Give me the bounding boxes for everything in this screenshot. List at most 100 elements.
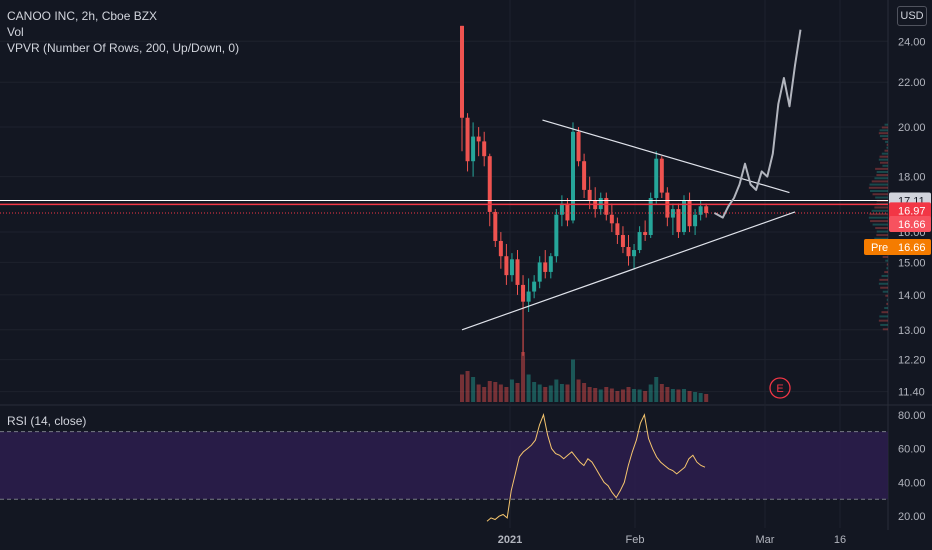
vpvr-bar: [869, 183, 888, 186]
volume-bar: [604, 387, 609, 402]
earnings-marker[interactable]: E: [769, 377, 791, 399]
candle-body: [471, 136, 476, 162]
vpvr-bar: [885, 259, 888, 262]
volume-bar: [515, 383, 520, 402]
volume-bar: [554, 379, 559, 402]
vpvr-bar: [882, 255, 888, 258]
rsi-background: [0, 431, 888, 500]
vpvr-bar: [881, 311, 888, 314]
vpvr-bar: [879, 161, 888, 164]
vpvr-bar: [884, 149, 888, 152]
vpvr-legend[interactable]: VPVR (Number Of Rows, 200, Up/Down, 0): [7, 41, 240, 55]
rsi-axis[interactable]: 80.00 60.00 40.00 20.00: [898, 410, 926, 523]
vpvr-bar: [886, 267, 888, 270]
candle-body: [465, 117, 470, 162]
vpvr-bar: [881, 274, 888, 277]
volume-bar: [665, 387, 670, 402]
vpvr-bar: [876, 234, 888, 237]
projection-path[interactable]: [714, 29, 802, 219]
candle-body: [526, 291, 531, 302]
candle-body: [659, 158, 664, 193]
candle-body: [620, 235, 625, 248]
vpvr-bar: [874, 206, 888, 209]
grid: [0, 0, 932, 530]
vpvr-bar: [875, 227, 888, 230]
candle-body: [571, 131, 575, 221]
volume-bar: [576, 379, 581, 402]
candle-body: [498, 240, 503, 257]
vpvr-bar: [879, 278, 888, 281]
vpvr-bar: [878, 132, 888, 135]
price-tick-label: 18.00: [898, 172, 926, 184]
earnings-label: E: [776, 383, 783, 395]
volume-bar: [659, 384, 664, 402]
candle-body: [615, 223, 620, 236]
volume-bar: [609, 388, 614, 402]
volume-bar: [643, 391, 648, 402]
volume-bar: [704, 394, 709, 402]
candle-body: [698, 206, 703, 215]
time-tick-label: Mar: [756, 534, 775, 546]
vpvr-bar: [882, 164, 888, 167]
trendlines[interactable]: [461, 119, 796, 331]
volume-bar: [526, 374, 531, 402]
vpvr-bar: [870, 220, 888, 223]
candle-body: [626, 247, 631, 257]
volume-bar: [487, 381, 492, 402]
candles[interactable]: [460, 25, 709, 356]
pre-label-text: 16.66: [898, 242, 926, 254]
price-label-text: 16.66: [898, 219, 926, 231]
rsi-tick-label: 80.00: [898, 410, 926, 422]
price-axis[interactable]: 24.0022.0020.0018.0016.0015.0014.0013.00…: [898, 36, 926, 398]
candle-body: [537, 262, 542, 282]
price-lines: [0, 199, 888, 214]
rsi-tick-label: 40.00: [898, 477, 926, 489]
chart-title: CANOO INC, 2h, Cboe BZX: [7, 9, 158, 23]
volume-bar: [593, 388, 598, 402]
price-tick-label: 12.20: [898, 355, 926, 367]
price-tick-label: 13.00: [898, 325, 926, 337]
vpvr-bar: [884, 271, 888, 274]
candle-body: [682, 200, 686, 233]
vpvr-bar: [879, 315, 888, 318]
volume-bar: [626, 387, 631, 402]
vol-legend[interactable]: Vol: [7, 25, 24, 39]
candle-body: [598, 198, 603, 210]
time-axis[interactable]: 2021 Feb Mar 16: [498, 534, 846, 546]
vpvr-bar: [875, 196, 888, 199]
price-label-bg: [889, 216, 931, 233]
candle-body: [687, 200, 692, 227]
vpvr-bar: [871, 180, 888, 183]
candle-body: [543, 262, 548, 272]
vpvr-bar: [878, 319, 888, 322]
vpvr-bar: [879, 155, 888, 158]
vpvr-bar: [882, 328, 888, 331]
price-label-bg: [889, 202, 931, 219]
volume-bar: [582, 383, 587, 402]
candle-body: [565, 203, 570, 221]
time-tick-label: 2021: [498, 534, 522, 546]
vpvr-bar: [871, 209, 888, 212]
vpvr-bar: [876, 230, 888, 233]
price-tick-label: 24.00: [898, 36, 926, 48]
vpvr-bar: [878, 282, 888, 285]
candle-body: [637, 232, 642, 251]
volume-bar: [587, 387, 592, 402]
price-tick-label: 22.00: [898, 77, 926, 89]
currency-button[interactable]: USD: [897, 6, 927, 26]
candle-body: [643, 232, 648, 236]
volume-bar: [493, 382, 498, 402]
volume-bar: [476, 384, 481, 402]
volume-bars: [460, 352, 709, 402]
candle-body: [632, 250, 637, 257]
vpvr-bar: [872, 223, 888, 226]
vpvr-bar: [885, 294, 888, 297]
vpvr-bar: [876, 174, 888, 177]
rsi-band: [0, 431, 888, 500]
volume-bar: [559, 384, 564, 402]
rsi-legend[interactable]: RSI (14, close): [7, 414, 87, 428]
volume-bar: [482, 387, 487, 402]
candle-body: [504, 256, 509, 276]
vpvr-bar: [886, 146, 888, 149]
